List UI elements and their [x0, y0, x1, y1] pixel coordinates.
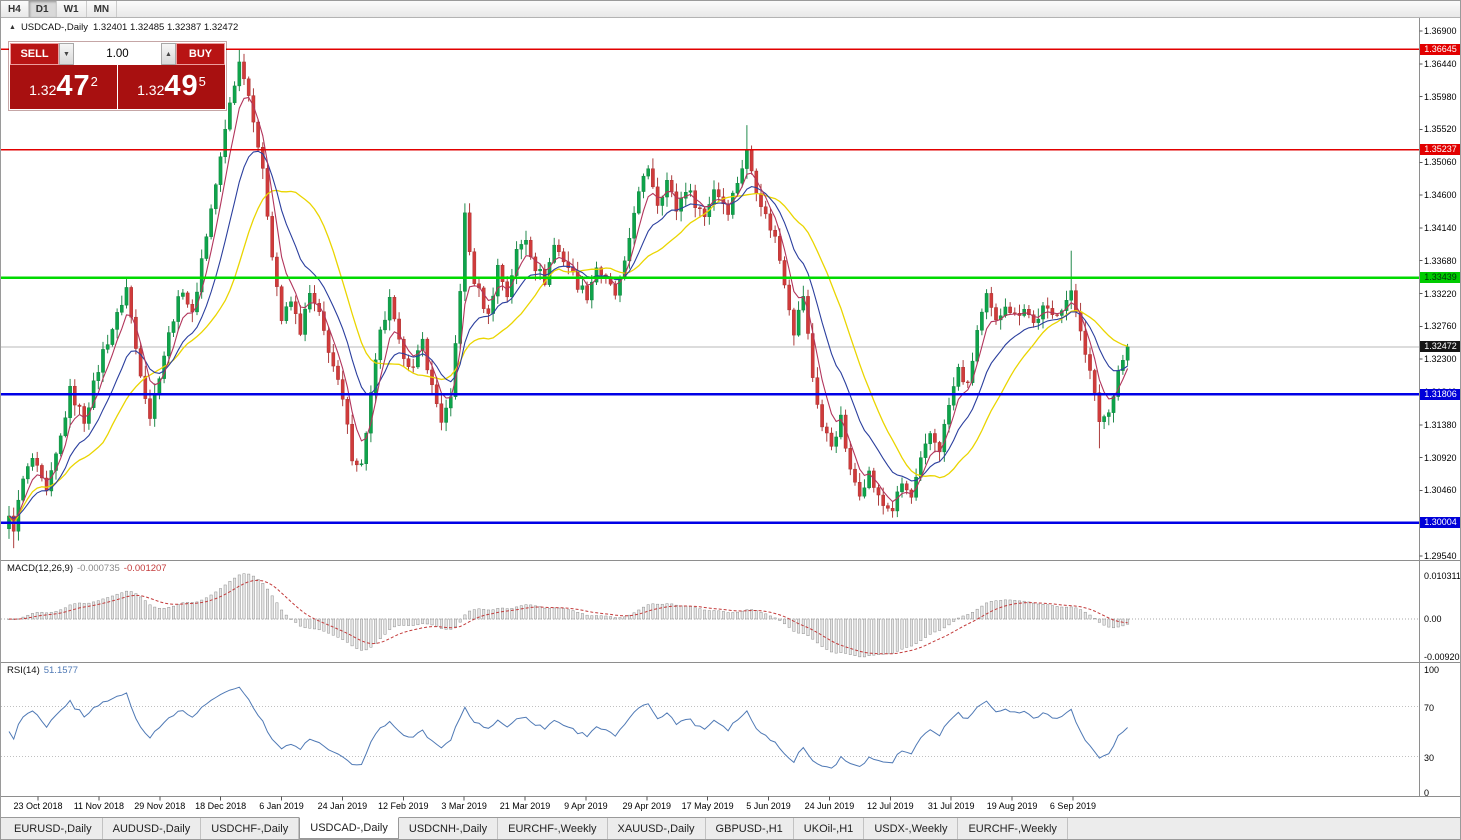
timeframe-button-h4[interactable]: H4 [1, 1, 29, 17]
macd-signal-line [8, 579, 1128, 655]
chart-tab-ukoil-h1[interactable]: UKOil-,H1 [794, 818, 865, 839]
rsi-line [8, 686, 1128, 769]
buy-button[interactable]: BUY [176, 43, 225, 65]
timeframe-button-d1[interactable]: D1 [28, 1, 57, 17]
timeframe-toolbar: H4 D1 W1 MN [1, 1, 1460, 18]
chart-ohlc-values: 1.32401 1.32485 1.32387 1.32472 [92, 22, 239, 33]
chart-title: ▲ USDCAD-,Daily 1.32401 1.32485 1.32387 … [9, 22, 238, 33]
candles [7, 49, 1130, 549]
macd-label: MACD(12,26,9) -0.000735 -0.001207 [7, 563, 167, 574]
chart-tab-usdx-weekly[interactable]: USDX-,Weekly [864, 818, 959, 839]
ma-medium-line [8, 150, 1128, 519]
buy-price-base: 1.32 [137, 82, 165, 98]
rsi-name: RSI(14) [7, 665, 40, 676]
buy-price[interactable]: 1.32 49 5 [118, 65, 225, 109]
sell-price[interactable]: 1.32 47 2 [10, 65, 118, 109]
trade-panel-price-row: 1.32 47 2 1.32 49 5 [10, 65, 225, 109]
chart-tab-bar: EURUSD-,Daily AUDUSD-,Daily USDCHF-,Daily U… [1, 817, 1460, 839]
volume-increase-button[interactable]: ▲ [161, 43, 176, 65]
sell-button[interactable]: SELL [10, 43, 59, 65]
chart-collapse-icon[interactable]: ▲ [9, 24, 16, 31]
timeframe-button-mn[interactable]: MN [87, 1, 118, 17]
sell-price-sup: 2 [90, 74, 98, 89]
chart-tab-eurchf-weekly[interactable]: EURCHF-,Weekly [498, 818, 608, 839]
timeframe-button-w1[interactable]: W1 [57, 1, 87, 17]
buy-price-sup: 5 [198, 74, 206, 89]
ma-fast-line [8, 96, 1129, 522]
chart-tab-xauusd-daily[interactable]: XAUUSD-,Daily [608, 818, 706, 839]
chart-symbol-label: USDCAD-,Daily [20, 22, 88, 33]
one-click-trade-panel: SELL ▼ 1.00 ▲ BUY 1.32 47 2 1.32 49 5 [9, 42, 226, 110]
ma-slow-line [8, 189, 1128, 525]
chart-tab-usdchf-daily[interactable]: USDCHF-,Daily [201, 818, 300, 839]
timeframe-buttons: H4 D1 W1 MN [1, 1, 118, 17]
chart-tab-usdcad-daily[interactable]: USDCAD-,Daily [299, 817, 399, 839]
macd-value-signal: -0.001207 [123, 563, 167, 574]
chart-tab-eurchf-weekly[interactable]: EURCHF-,Weekly [958, 818, 1068, 839]
sell-price-big: 47 [56, 70, 91, 102]
macd-histogram [7, 573, 1130, 658]
sell-price-base: 1.32 [29, 82, 57, 98]
volume-input[interactable]: 1.00 [74, 43, 161, 65]
macd-name: MACD(12,26,9) [7, 563, 73, 574]
chart-tab-audusd-daily[interactable]: AUDUSD-,Daily [103, 818, 202, 839]
chart-tab-gbpusd-h1[interactable]: GBPUSD-,H1 [706, 818, 794, 839]
trade-panel-top-row: SELL ▼ 1.00 ▲ BUY [10, 43, 225, 65]
buy-price-big: 49 [164, 70, 199, 102]
macd-value-main: -0.000735 [77, 563, 120, 574]
chart-tab-usdcnh-daily[interactable]: USDCNH-,Daily [399, 818, 499, 839]
rsi-label: RSI(14) 51.1577 [7, 665, 78, 676]
rsi-value: 51.1577 [43, 665, 79, 676]
chart-tab-eurusd-daily[interactable]: EURUSD-,Daily [4, 818, 103, 839]
volume-decrease-button[interactable]: ▼ [59, 43, 74, 65]
